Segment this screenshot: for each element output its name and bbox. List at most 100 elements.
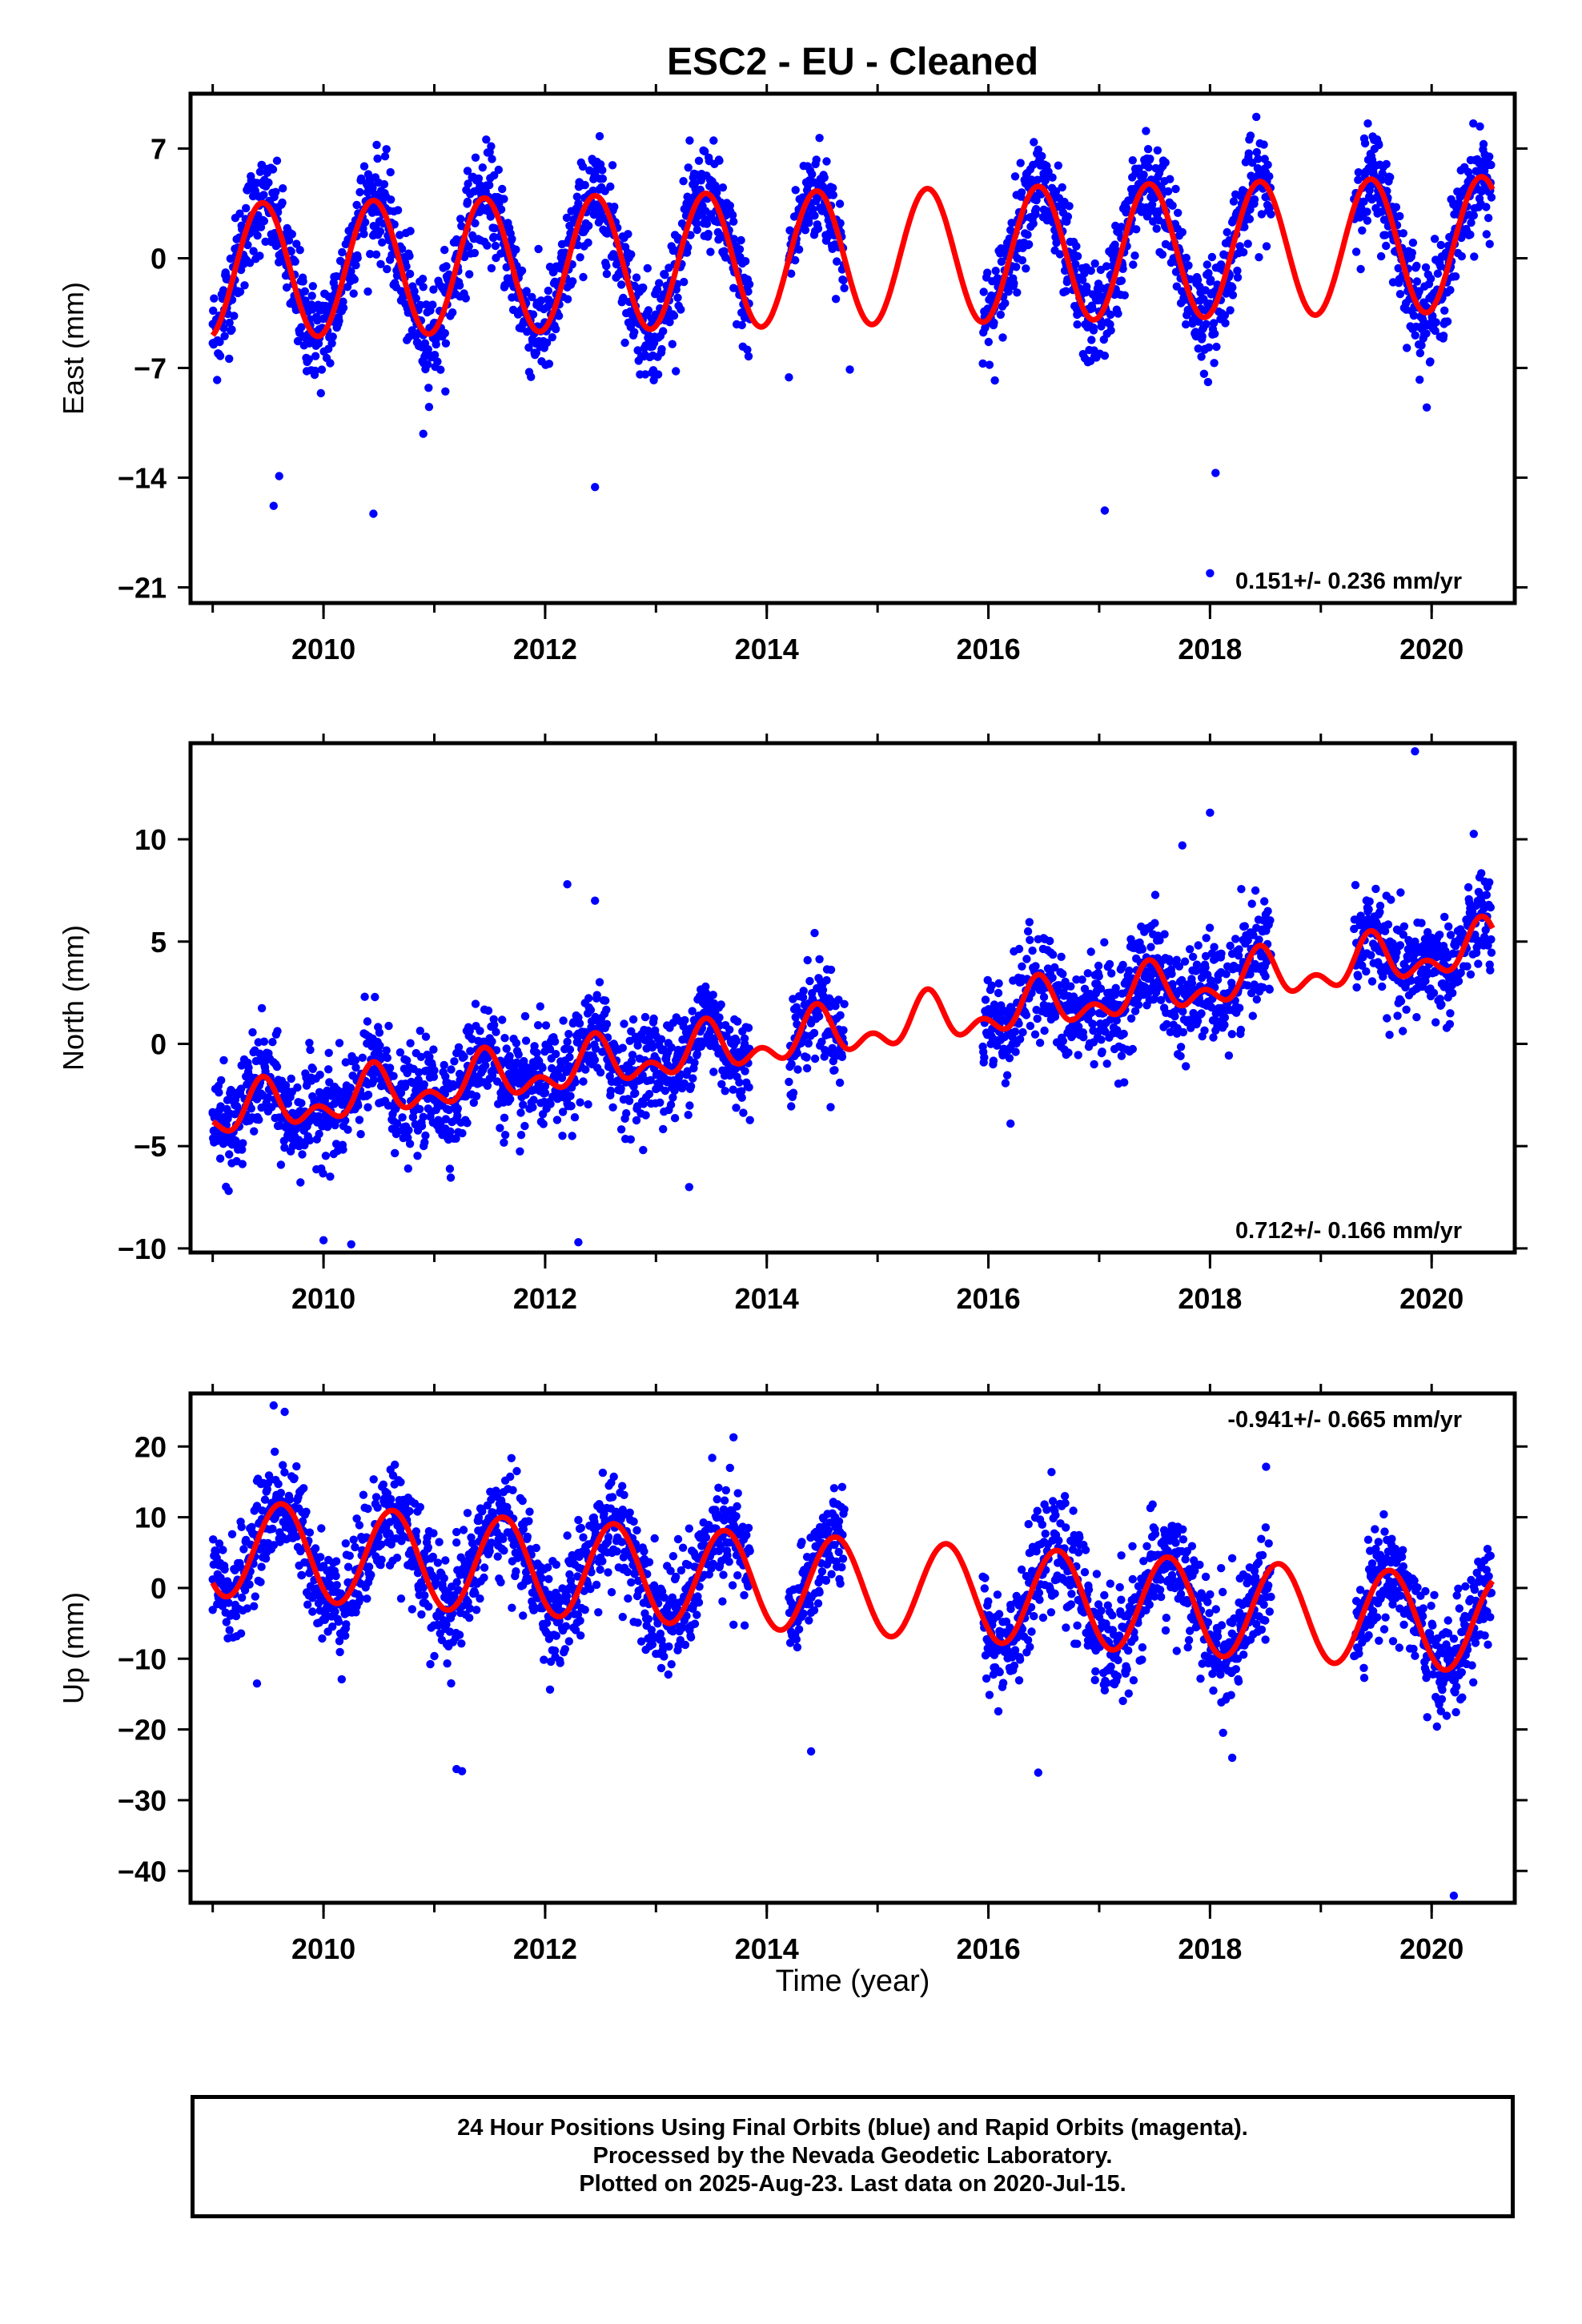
data-point — [257, 1003, 267, 1013]
data-point — [440, 1060, 448, 1070]
data-point — [1073, 320, 1082, 329]
data-point — [1363, 119, 1372, 128]
data-point — [464, 179, 472, 188]
x-tick-label: 2012 — [513, 1282, 577, 1315]
data-point — [576, 1098, 584, 1107]
data-point — [585, 1058, 594, 1067]
data-point — [644, 1089, 654, 1099]
data-point — [983, 268, 992, 277]
data-point — [789, 1088, 798, 1097]
data-point — [1463, 962, 1472, 971]
data-point — [1395, 211, 1404, 221]
data-point — [442, 262, 451, 271]
data-point — [571, 1078, 580, 1087]
data-point — [357, 174, 366, 183]
data-point — [355, 1116, 364, 1124]
data-point — [1375, 907, 1384, 917]
data-point — [383, 264, 391, 274]
data-point — [492, 1027, 500, 1036]
data-point — [1018, 962, 1026, 971]
data-point — [339, 304, 348, 312]
data-point — [1431, 326, 1439, 336]
data-point — [244, 1063, 253, 1072]
data-point — [326, 359, 335, 368]
data-point — [829, 1056, 838, 1066]
data-point — [1094, 971, 1103, 981]
data-point — [269, 501, 278, 510]
data-point — [508, 293, 516, 302]
data-point — [812, 1009, 821, 1018]
data-point — [1203, 377, 1213, 387]
rate-annotation: 0.712+/- 0.166 mm/yr — [1235, 1218, 1462, 1244]
data-point — [985, 360, 994, 369]
data-point — [1168, 979, 1177, 989]
data-point — [454, 1043, 464, 1052]
data-point — [335, 316, 343, 325]
data-point — [253, 231, 262, 240]
data-point — [286, 300, 295, 308]
x-tick-label: 2020 — [1399, 1282, 1464, 1315]
data-point — [405, 251, 414, 260]
data-point — [455, 281, 464, 290]
data-point — [404, 1164, 412, 1173]
data-point — [339, 1145, 347, 1154]
data-point — [1044, 167, 1053, 176]
data-point — [581, 1065, 590, 1074]
data-point — [610, 203, 619, 211]
data-point — [496, 205, 506, 214]
data-point — [1407, 976, 1415, 985]
data-point — [1117, 963, 1126, 973]
data-point — [279, 184, 287, 193]
data-point — [1206, 569, 1215, 577]
data-point — [822, 975, 831, 985]
data-point — [351, 261, 360, 270]
data-point — [565, 1052, 574, 1062]
data-point — [628, 1051, 637, 1059]
data-point — [1227, 1030, 1237, 1039]
data-point — [508, 1076, 516, 1085]
data-point — [1470, 252, 1479, 261]
y-axis-label: East (mm) — [57, 282, 90, 415]
data-point — [522, 287, 531, 296]
data-point — [273, 1027, 282, 1035]
data-point — [1395, 290, 1405, 299]
data-point — [429, 1045, 438, 1054]
plot-frame — [188, 91, 1517, 605]
data-point — [729, 235, 738, 243]
data-point — [1474, 959, 1483, 968]
data-point — [414, 1068, 424, 1077]
data-point — [268, 165, 278, 174]
data-point — [1487, 948, 1496, 957]
data-point — [1237, 885, 1246, 894]
data-point — [417, 1121, 427, 1131]
data-point — [1378, 169, 1387, 178]
data-point — [319, 1236, 328, 1244]
data-point — [1193, 1016, 1203, 1026]
data-point — [1192, 960, 1202, 969]
data-point — [655, 279, 664, 287]
data-point — [1006, 1003, 1015, 1011]
data-point — [568, 277, 577, 286]
data-point — [496, 1124, 504, 1132]
y-axis-label: North (mm) — [57, 925, 90, 1071]
data-point — [1422, 403, 1431, 412]
data-point — [404, 332, 414, 341]
data-point — [1429, 988, 1439, 998]
data-point — [673, 233, 683, 243]
data-point — [208, 1606, 217, 1614]
data-point — [829, 183, 837, 192]
data-point — [683, 1067, 692, 1076]
data-point — [1440, 912, 1449, 922]
data-point — [282, 283, 291, 292]
data-point — [321, 1152, 331, 1160]
data-point — [369, 509, 378, 518]
data-point — [1132, 225, 1141, 234]
data-point — [562, 213, 572, 223]
data-point — [464, 242, 473, 251]
data-point — [346, 1084, 355, 1092]
data-point — [300, 287, 309, 296]
data-point — [813, 224, 823, 233]
data-point — [1074, 1022, 1083, 1031]
data-point — [487, 263, 496, 273]
